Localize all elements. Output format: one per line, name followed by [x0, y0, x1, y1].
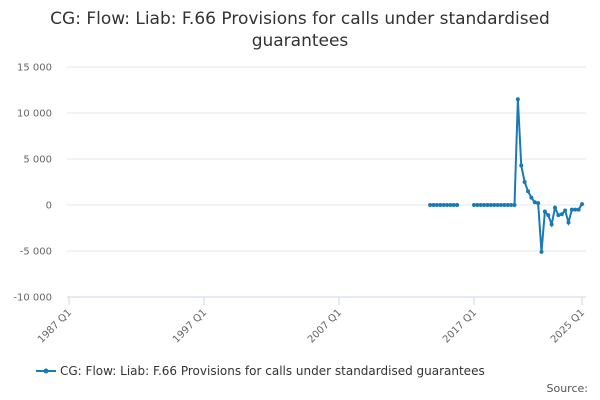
data-point [529, 195, 534, 200]
x-tick-label: 1987 Q1 [36, 307, 74, 345]
data-point [505, 203, 510, 207]
data-point [580, 202, 584, 207]
data-point [522, 180, 527, 184]
legend: CG: Flow: Liab: F.66 Provisions for call… [36, 364, 485, 378]
data-point [472, 203, 476, 207]
data-point [441, 203, 446, 207]
x-tick-label: 2017 Q1 [441, 307, 479, 345]
source: Source: [546, 382, 589, 395]
data-point [553, 205, 557, 210]
data-point [542, 209, 547, 214]
data-point [482, 203, 487, 207]
data-point [512, 203, 517, 207]
data-point [488, 203, 493, 207]
chart-title: CG: Flow: Liab: F.66 Provisions for call… [50, 9, 550, 51]
series-line [474, 99, 583, 253]
data-point [515, 97, 520, 102]
x-tick-label: 2007 Q1 [306, 307, 344, 345]
data-point [502, 203, 507, 207]
data-point [532, 200, 537, 205]
data-point [526, 189, 530, 194]
data-point [549, 222, 554, 227]
legend-label: CG: Flow: Liab: F.66 Provisions for call… [60, 364, 485, 378]
y-tick-label: -10 000 [13, 293, 52, 304]
data-point [478, 203, 483, 207]
data-point [556, 213, 561, 218]
data-point [539, 249, 544, 254]
y-tick-label: 0 [46, 201, 52, 212]
data-point [495, 203, 500, 207]
legend-marker [43, 368, 49, 374]
data-point [536, 201, 541, 206]
legend-swatch [36, 368, 56, 374]
y-tick-label: 15 000 [17, 63, 52, 74]
data-point [428, 203, 433, 207]
y-tick-label: 10 000 [17, 109, 52, 120]
data-point [519, 163, 524, 168]
data-point [576, 207, 581, 212]
x-tick-label: 1997 Q1 [171, 307, 209, 345]
data-point [563, 208, 568, 213]
data-point [438, 203, 443, 207]
data-point [434, 203, 439, 207]
data-point [455, 203, 460, 207]
data-point [573, 207, 578, 212]
data-point [492, 203, 497, 207]
data-point [499, 203, 503, 207]
data-point [451, 203, 456, 207]
data-point [566, 220, 571, 225]
data-point [445, 203, 449, 207]
x-tick-label: 2025 Q1 [549, 307, 587, 345]
data-point [569, 207, 574, 212]
data-point [559, 212, 564, 217]
data-point [475, 203, 480, 207]
data-point [448, 203, 453, 207]
y-tick-label: -5 000 [20, 247, 52, 258]
data-point [509, 203, 514, 207]
data-point [546, 213, 551, 218]
data-point [485, 203, 490, 207]
data-point [431, 203, 436, 207]
y-tick-label: 5 000 [23, 155, 52, 166]
